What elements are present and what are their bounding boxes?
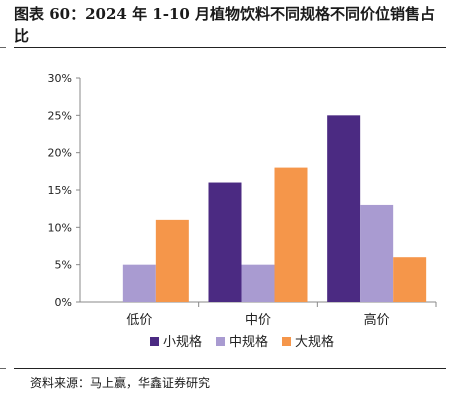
legend-swatch-medium [216,337,225,346]
bar-large-1 [274,167,308,302]
bar-medium-1 [241,264,275,302]
y-tick-label: 20% [48,147,72,160]
x-category-label: 中价 [245,313,271,328]
y-tick-label: 15% [48,184,72,197]
y-tick-label: 5% [55,259,72,272]
y-tick-label: 10% [48,221,72,234]
bar-large-0 [155,219,189,302]
edge-tick-bottom [0,368,6,369]
legend-label-small: 小规格 [163,334,202,350]
source-note: 资料来源：马上赢，华鑫证券研究 [30,376,211,390]
bottom-rule [14,368,446,369]
y-tick-label: 0% [55,296,72,309]
x-category-label: 高价 [364,312,390,328]
bar-medium-0 [122,264,156,302]
bar-small-2 [327,115,361,302]
bar-medium-2 [360,204,394,302]
bar-large-2 [393,257,427,302]
legend-label-medium: 中规格 [229,334,268,350]
legend-swatch-small [150,337,159,346]
legend-label-large: 大规格 [295,334,334,350]
y-tick-label: 30% [48,72,72,85]
y-tick-label: 25% [48,109,72,122]
chart-title: 图表 60：2024 年 1-10 月植物饮料不同规格不同价位销售占比 [14,5,436,45]
x-category-label: 低价 [126,313,152,328]
bar-small-1 [208,182,242,302]
top-rule [14,47,446,48]
edge-tick-top [0,47,6,48]
legend-swatch-large [282,337,291,346]
